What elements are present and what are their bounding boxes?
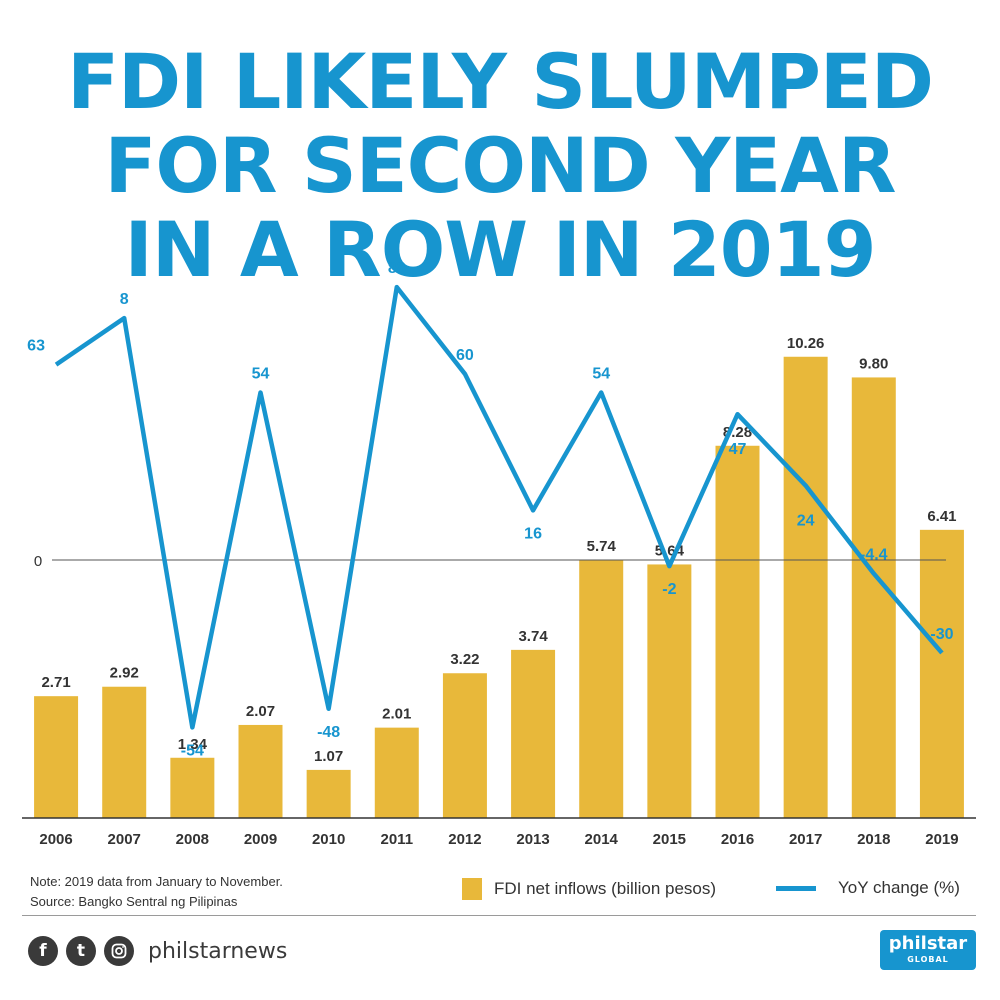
yoy-label-2012: 60 [456,347,474,364]
yoy-label-2016: 47 [729,441,747,458]
x-tick-2013: 2013 [516,831,549,848]
bar-label-2019: 6.41 [927,508,956,525]
x-tick-2009: 2009 [244,831,277,848]
bar-label-2009: 2.07 [246,703,275,720]
bar-2010 [306,769,351,818]
bar-2016 [715,445,760,818]
yoy-label-2013: 16 [524,525,542,542]
bar-2009 [238,724,283,818]
bar-2017 [783,356,828,818]
x-tick-2014: 2014 [585,831,619,848]
legend-bar: FDI net inflows (billion pesos) [462,878,716,900]
legend-line-swatch [776,885,816,891]
bar-label-2013: 3.74 [518,628,548,645]
logo-main-text: philstar [888,933,968,954]
bar-2007 [102,686,147,818]
bar-label-2018: 9.80 [859,355,888,372]
bar-2018 [851,377,896,818]
x-tick-2016: 2016 [721,831,754,848]
x-tick-2015: 2015 [653,831,686,848]
legend-bar-swatch [462,878,482,900]
bar-2013 [511,649,556,818]
yoy-label-2010: -48 [317,724,340,741]
bar-2006 [34,696,79,818]
note-text: Note: 2019 data from January to November… [30,874,283,889]
yoy-label-2011: 88 [388,260,406,277]
footer-divider [22,915,976,916]
yoy-label-2018: -4.4 [860,547,888,564]
yoy-line [54,284,944,730]
bar-2014 [579,559,624,818]
bar-2011 [374,727,419,818]
social-handle[interactable]: philstarnews [148,938,288,964]
bar-label-2010: 1.07 [314,748,343,765]
social-bar: f t philstarnews [28,936,287,966]
bar-label-2006: 2.71 [41,674,70,691]
yoy-label-2017: 24 [797,513,815,530]
headline-line-2: FOR SECOND YEAR [104,121,897,210]
bar-2019 [919,529,964,818]
x-tick-2011: 2011 [381,831,414,848]
legend-bar-label: FDI net inflows (billion pesos) [494,879,717,898]
x-tick-2012: 2012 [448,831,481,848]
yoy-label-2008: -54 [181,742,204,759]
headline-line-1: FDI LIKELY SLUMPED [67,37,934,126]
yoy-label-2014: 54 [592,366,610,383]
headline-line-3: IN A ROW IN 2019 [124,205,877,294]
philstar-logo: philstar GLOBAL [880,930,976,970]
chart-note: Note: 2019 data from January to November… [30,872,283,912]
bar-label-2014: 5.74 [587,538,617,555]
headline: FDI LIKELY SLUMPED FOR SECOND YEAR IN A … [0,40,1000,292]
x-tick-2006: 2006 [39,831,72,848]
twitter-icon[interactable]: t [66,936,96,966]
bar-2012 [442,673,487,818]
x-tick-2010: 2010 [312,831,345,848]
bar-label-2007: 2.92 [110,665,139,682]
legend-line: YoY change (%) [776,878,960,898]
yoy-label-2019: -30 [930,626,953,643]
x-tick-2019: 2019 [925,831,958,848]
zero-label: 0 [34,553,42,570]
instagram-icon[interactable] [104,936,134,966]
source-text: Source: Bangko Sentral ng Pilipinas [30,894,238,909]
x-tick-2017: 2017 [789,831,822,848]
bar-2015 [647,564,692,818]
x-tick-2007: 2007 [108,831,141,848]
x-tick-2008: 2008 [176,831,209,848]
bar-label-2017: 10.26 [787,335,825,352]
bar-label-2012: 3.22 [450,651,479,668]
bar-label-2008: 1.34 [178,736,208,753]
yoy-label-2006: 63 [27,338,45,355]
x-tick-2018: 2018 [857,831,890,848]
facebook-icon[interactable]: f [28,936,58,966]
legend-line-label: YoY change (%) [838,878,960,897]
yoy-label-2015: -2 [662,581,676,598]
bar-label-2011: 2.01 [382,706,411,723]
yoy-label-2009: 54 [252,366,270,383]
bar-2008 [170,757,215,818]
yoy-label-2007: 8 [120,291,129,308]
logo-sub-text: GLOBAL [907,955,949,964]
